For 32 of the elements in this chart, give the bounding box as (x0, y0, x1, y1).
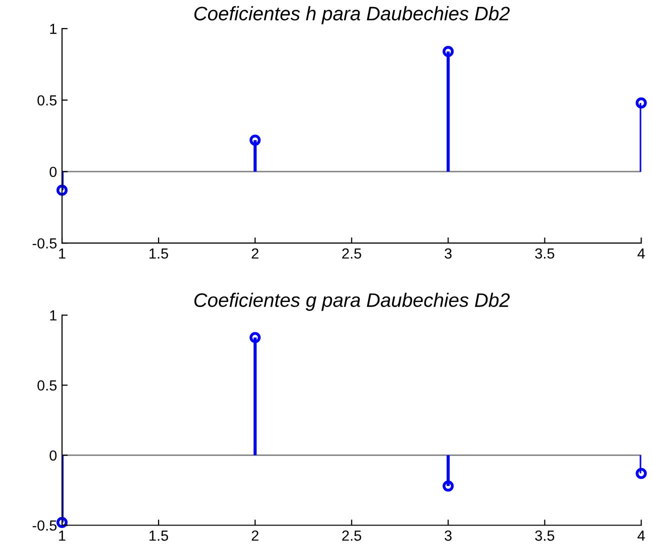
point (636, 97, 647, 109)
point (56, 184, 68, 196)
y-tick-label: 0 (50, 166, 57, 178)
chart-title: Coeficientes h para Daubechies Db2 (194, 6, 510, 24)
x-tick-label: 2.5 (342, 248, 362, 259)
y-tick-label: -0.5 (32, 238, 57, 249)
x-tick-label: 3.5 (535, 530, 554, 541)
x-tick-label: 2.5 (342, 530, 362, 541)
y-tick-label: 0 (50, 450, 57, 461)
point (56, 516, 68, 528)
point (636, 468, 647, 479)
point (442, 480, 454, 492)
y-tick-label: 0.5 (37, 95, 57, 106)
x-tick-label: 3.5 (535, 248, 554, 259)
x-tick-label: 3 (444, 248, 452, 259)
x-tick-label: 1.5 (150, 530, 168, 541)
x-tick-label: 2 (252, 248, 258, 259)
x-tick-label: 1 (59, 248, 66, 259)
y-tick-label: 0.5 (37, 380, 57, 391)
x-tick-label: 1 (59, 530, 66, 541)
x-tick-label: 1.5 (150, 248, 168, 259)
x-tick-label: 2 (252, 530, 258, 541)
x-tick-label: 4 (638, 248, 645, 259)
point (442, 46, 454, 58)
y-tick-label: -0.5 (32, 520, 57, 531)
y-tick-label: 1 (50, 310, 56, 320)
chart-title: Coeficientes g para Daubechies Db2 (194, 292, 510, 311)
point (250, 134, 261, 146)
x-tick-label: 4 (638, 530, 645, 541)
y-tick-label: 1 (50, 24, 56, 34)
point (250, 332, 261, 344)
x-tick-label: 3 (444, 530, 452, 541)
